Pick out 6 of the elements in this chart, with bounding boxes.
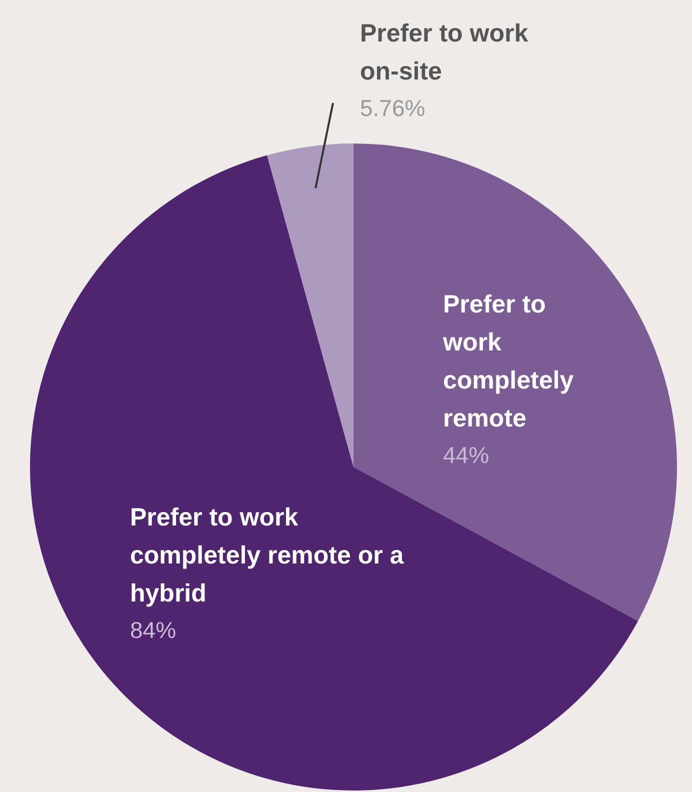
slice-label: Prefer to work on-site — [360, 19, 528, 86]
slice-label: Prefer to work completely remote or a hybrid — [130, 503, 405, 608]
data-label: 5.76% — [360, 94, 426, 121]
data-label: 84% — [130, 616, 176, 643]
data-label: 44% — [443, 442, 490, 468]
slice-label: Prefer to work completely remote — [442, 290, 574, 432]
